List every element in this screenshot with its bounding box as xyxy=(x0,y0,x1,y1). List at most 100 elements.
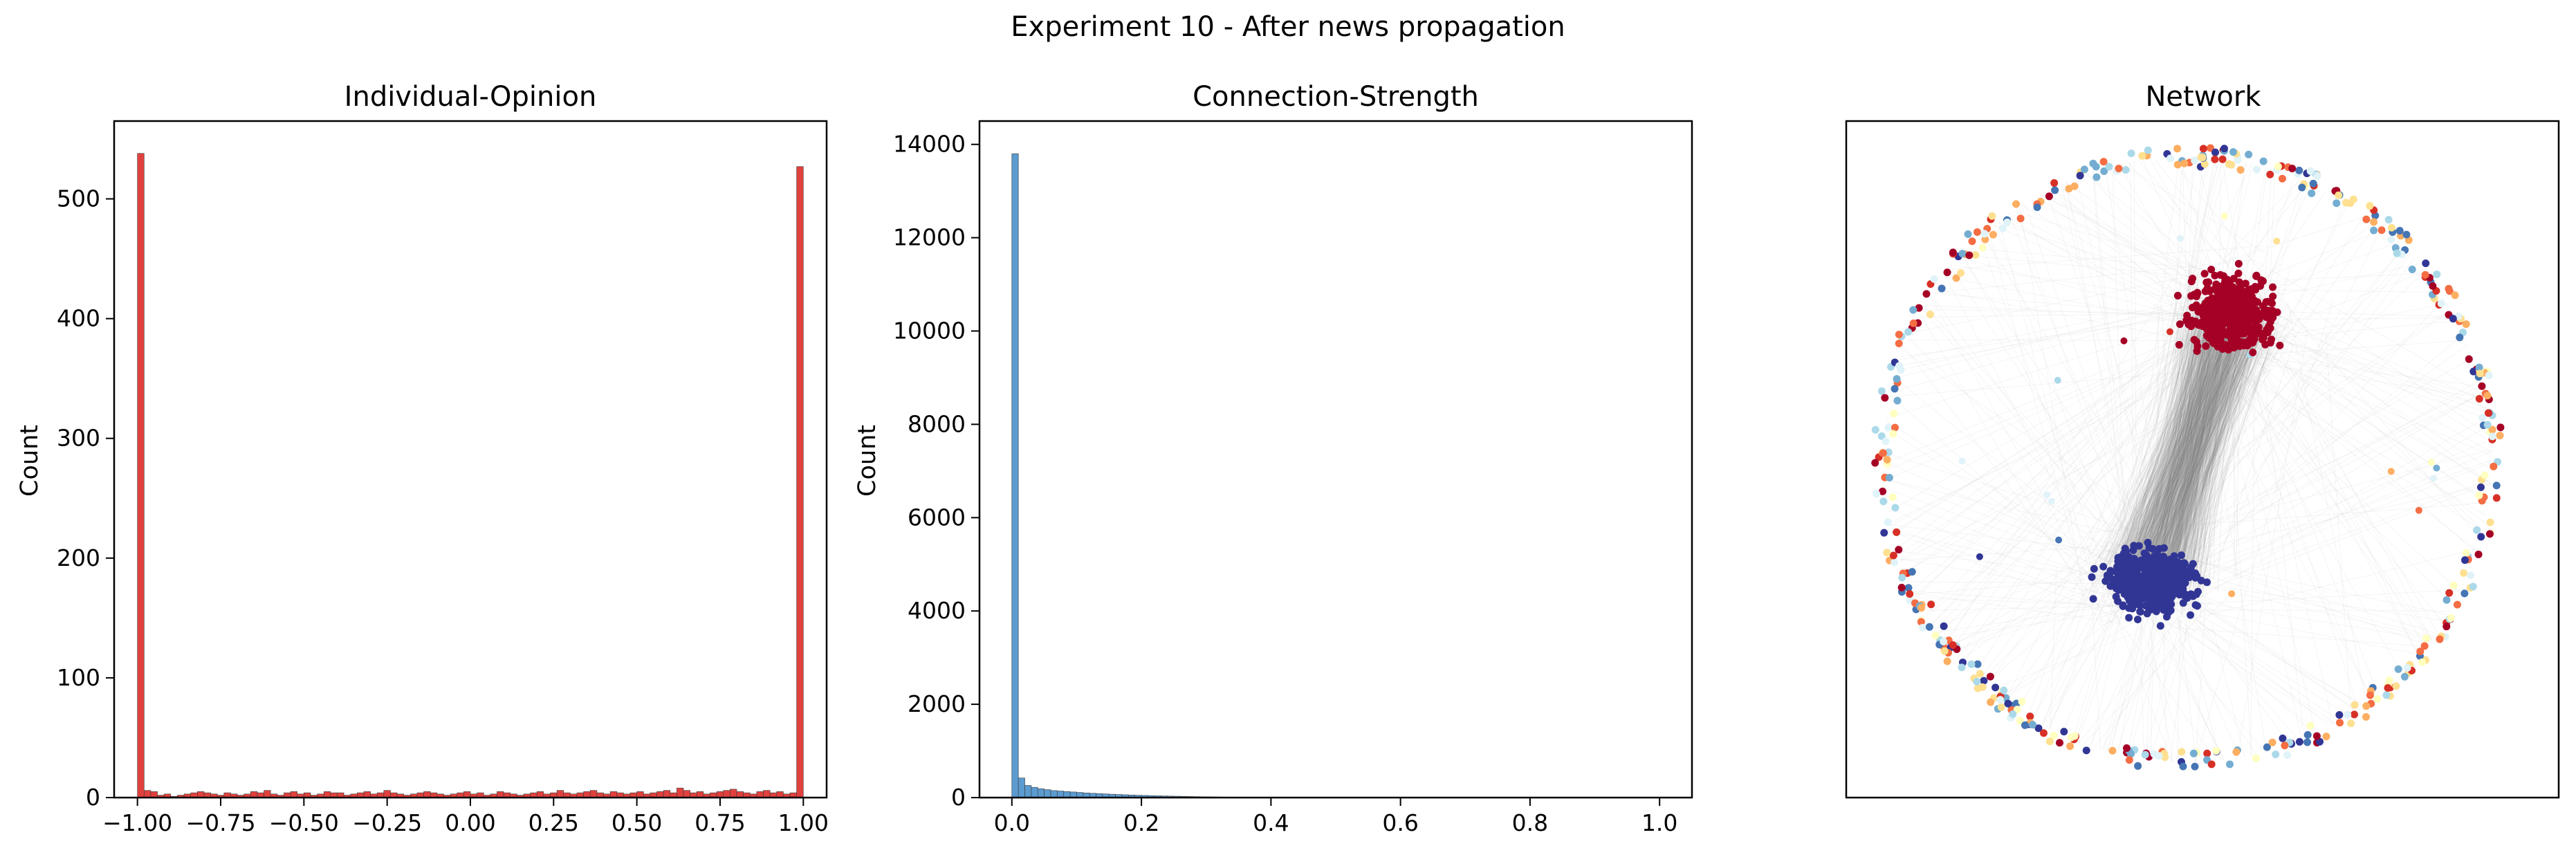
opinion-histogram-bar xyxy=(363,791,371,798)
network-edge xyxy=(2147,324,2259,582)
opinion-histogram-bar xyxy=(323,791,331,798)
network-node xyxy=(2137,577,2145,585)
network-edge xyxy=(2170,319,2235,584)
network-edge xyxy=(2126,318,2202,578)
network-node xyxy=(2119,602,2127,610)
network-edge xyxy=(2162,293,2216,578)
network-edge xyxy=(2093,599,2212,748)
network-edge xyxy=(2168,309,2251,587)
network-edge xyxy=(2123,317,2226,580)
network-node xyxy=(2370,218,2378,226)
network-node xyxy=(1978,243,1987,252)
network-edge xyxy=(2100,629,2171,751)
network-edge xyxy=(1949,541,2126,649)
network-edge xyxy=(2112,286,2221,562)
network-node xyxy=(2456,333,2464,342)
network-node xyxy=(2445,284,2453,293)
network-edge xyxy=(2151,316,2233,560)
network-edge xyxy=(2130,333,2202,563)
opinion-histogram-bar xyxy=(290,791,298,798)
network-edge xyxy=(1908,338,2110,531)
network-node xyxy=(2060,728,2068,736)
network-node xyxy=(2235,278,2243,286)
network-edge xyxy=(2163,620,2222,761)
network-edge xyxy=(2197,311,2257,592)
network-edge xyxy=(2130,161,2135,605)
network-edge xyxy=(2171,321,2207,577)
network-edge xyxy=(2136,315,2243,586)
network-edge xyxy=(2149,330,2182,576)
network-edge xyxy=(1933,259,2254,294)
network-edge xyxy=(1911,269,2223,333)
network-edge xyxy=(1983,569,2122,685)
network-edge xyxy=(2166,306,2245,587)
network-edge xyxy=(2192,305,2225,583)
network-edge xyxy=(2174,309,2258,582)
network-edge xyxy=(2140,596,2144,760)
network-node xyxy=(1925,623,1933,631)
strength-histogram-ytick-label: 6000 xyxy=(908,504,966,531)
network-node xyxy=(1919,623,1927,632)
network-edge xyxy=(2141,306,2222,562)
network-edge xyxy=(1890,524,2131,555)
network-node xyxy=(2180,159,2189,167)
network-edge xyxy=(2163,325,2249,593)
network-edge xyxy=(2236,327,2308,759)
network-node xyxy=(1893,528,1901,536)
network-edge xyxy=(2182,326,2197,598)
network-edge xyxy=(1978,311,2254,681)
network-edge xyxy=(2088,318,2237,560)
network-node xyxy=(1991,683,2000,692)
network-edge xyxy=(2185,329,2251,562)
network-node xyxy=(1884,518,1892,526)
network-edge xyxy=(2189,320,2223,589)
network-edge xyxy=(2129,320,2205,568)
network-edge xyxy=(2122,311,2227,580)
network-edge xyxy=(2142,329,2230,584)
network-edge xyxy=(2165,302,2211,582)
network-node xyxy=(2467,571,2475,580)
network-edge xyxy=(2134,323,2227,561)
network-edge xyxy=(2177,322,2255,569)
network-edge xyxy=(1898,309,2262,555)
strength-histogram-xtick-label: 0.2 xyxy=(1123,809,1159,836)
network-edge xyxy=(2242,297,2483,531)
network-edge xyxy=(2137,315,2218,562)
network-edge xyxy=(1982,235,2202,586)
network-edge xyxy=(2150,267,2291,760)
network-node xyxy=(2496,432,2504,440)
network-edge xyxy=(2180,313,2220,576)
network-edge xyxy=(2101,320,2226,582)
network-edge xyxy=(2175,327,2183,547)
network-node xyxy=(2108,746,2117,755)
network-node xyxy=(1890,558,1899,567)
network-node xyxy=(2202,342,2210,350)
network-node xyxy=(2462,320,2470,329)
network-edge xyxy=(1897,309,2209,367)
network-edge xyxy=(2150,587,2155,760)
network-edge xyxy=(2153,328,2247,569)
network-edge xyxy=(2189,331,2230,560)
network-edge xyxy=(2149,311,2212,578)
network-node xyxy=(1997,703,2005,711)
network-edge xyxy=(2164,293,2238,578)
network-edge xyxy=(2180,181,2308,589)
network-edge xyxy=(2160,331,2225,574)
network-edge xyxy=(2120,163,2266,254)
network-edge xyxy=(2144,321,2219,558)
network-edge xyxy=(2171,310,2250,572)
strength-histogram: Connection-Strength Count 0.0 0.2 0.4 0.6 0.… xyxy=(854,81,1693,836)
network-edge xyxy=(2161,317,2265,582)
network-node xyxy=(2187,611,2195,619)
network-edge xyxy=(2141,318,2202,573)
network-edge xyxy=(2158,342,2223,589)
opinion-histogram-bar xyxy=(197,791,205,798)
network-node xyxy=(2370,226,2378,235)
network-edge xyxy=(2128,334,2262,558)
network-edge xyxy=(2144,310,2228,567)
strength-histogram-xtick-label: 1.0 xyxy=(1641,809,1677,836)
network-edge xyxy=(2115,329,2252,560)
network-node xyxy=(2150,750,2158,758)
network-node xyxy=(1897,583,1906,591)
network-edge xyxy=(2164,156,2182,577)
